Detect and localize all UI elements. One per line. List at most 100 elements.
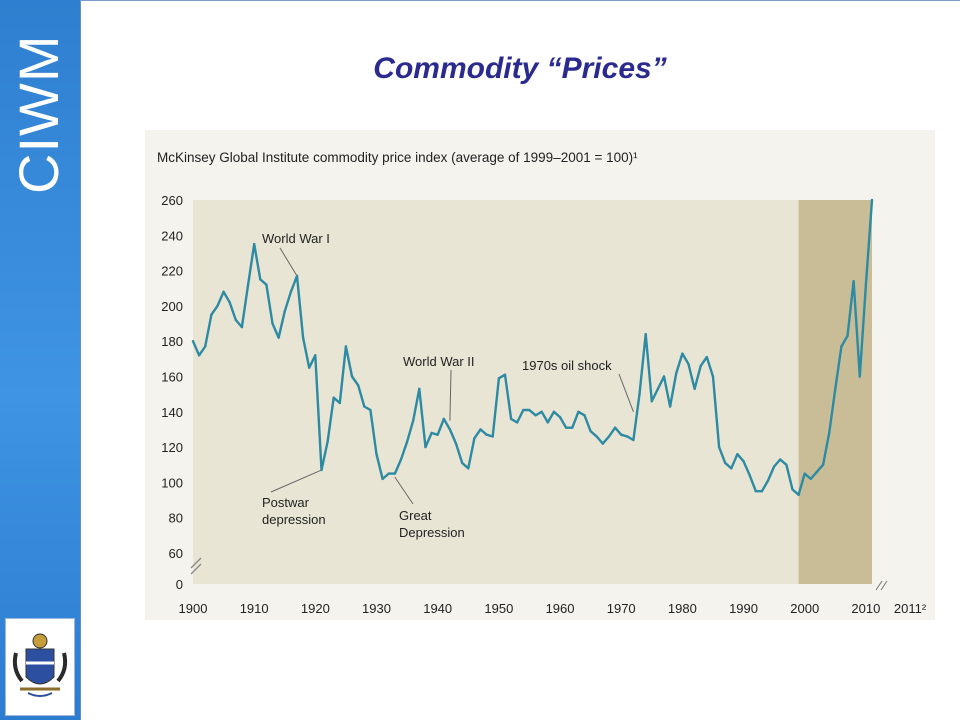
annotation-label: World War I [262,231,330,246]
annotation-leader [270,469,322,493]
price-index-chart: McKinsey Global Institute commodity pric… [157,150,927,616]
data-point [601,442,605,445]
crest-icon [12,633,68,697]
data-point [846,334,849,338]
data-point [772,465,776,468]
data-point [405,440,409,444]
data-point [412,419,415,422]
annotation-label: depression [262,512,326,527]
data-point [436,433,439,436]
data-point [766,479,770,482]
data-point [540,410,543,413]
data-point [314,354,317,357]
data-point [864,283,868,286]
data-point [240,325,244,329]
data-point [632,438,635,442]
y-axis-ticks: 260 240 220 200 180 160 140 120 100 80 60 0 [161,193,183,592]
data-point [491,435,494,438]
data-point [821,463,825,466]
data-point [301,336,305,339]
data-point [393,472,397,475]
data-point [564,426,568,429]
data-point [730,467,733,470]
annotation-leader [618,373,634,412]
data-point [528,408,531,412]
data-point [448,428,452,431]
data-point [626,435,629,438]
data-point [840,345,843,348]
data-point [222,290,225,293]
data-points [191,198,874,496]
data-point [216,304,219,308]
data-point [516,421,519,424]
x-tick-label: 1940 [423,601,452,616]
annotation-leader [394,476,414,505]
data-point [473,437,476,440]
annotation-label: Great [399,508,432,523]
data-point [742,460,745,463]
slide-title: Commodity “Prices” [373,52,667,85]
data-point [442,417,446,421]
annotation-label: Depression [399,525,465,540]
data-point [675,371,678,375]
data-point [289,290,293,293]
data-point [546,421,549,424]
y-tick-label: 60 [169,546,183,561]
data-point [815,470,819,474]
y-tick-label: 140 [161,405,183,420]
data-point [363,405,366,408]
data-point [650,400,653,403]
x-tick-label: 1910 [240,601,269,616]
plot-background [193,200,872,584]
data-point [583,414,586,417]
data-point [711,375,715,378]
axis-break-marks [190,557,202,575]
data-point [252,242,256,246]
x-tick-label: 1930 [362,601,391,616]
sidebar-band [0,0,80,720]
data-point [656,387,660,391]
chart-panel: McKinsey Global Institute commodity pric… [145,130,935,620]
y-tick-label: 80 [169,511,183,526]
data-point [503,373,507,376]
data-point [454,442,458,445]
sidebar-divider [80,0,81,720]
x-tick-label: 1970 [607,601,636,616]
annotation-label: Postwar [262,495,310,510]
data-point [858,375,861,378]
data-point [460,461,464,465]
data-point [467,467,470,470]
y-tick-label: 200 [161,299,183,314]
data-point [497,377,501,380]
data-point [375,452,378,456]
data-point [699,364,702,368]
data-point [619,433,623,436]
data-point [779,458,782,461]
data-point [265,283,268,286]
data-point [295,274,299,278]
data-point [283,309,286,313]
data-point [228,301,231,304]
y-axis-break-mark [190,557,202,575]
data-point [607,435,611,438]
y-tick-label: 100 [161,475,183,490]
data-point [522,408,525,412]
x-axis-ticks: 1900 1910 1920 1930 1940 1950 1960 1970 1980 1990… [179,580,927,616]
annotation-label: World War II [403,354,475,369]
data-point [277,336,280,339]
data-point [644,332,647,336]
data-point [717,445,721,449]
data-point [736,452,739,456]
data-point [687,362,690,366]
data-point [803,472,806,475]
data-point [834,387,837,391]
data-point [320,468,323,472]
data-point [246,283,250,286]
data-point [870,198,874,202]
annotation-label: 1970s oil shock [522,358,612,373]
data-point [191,340,195,343]
y-tick-label: 180 [161,334,183,349]
x-tick-label: 1980 [668,601,697,616]
data-point [809,477,813,481]
y-tick-label: 0 [176,577,183,592]
